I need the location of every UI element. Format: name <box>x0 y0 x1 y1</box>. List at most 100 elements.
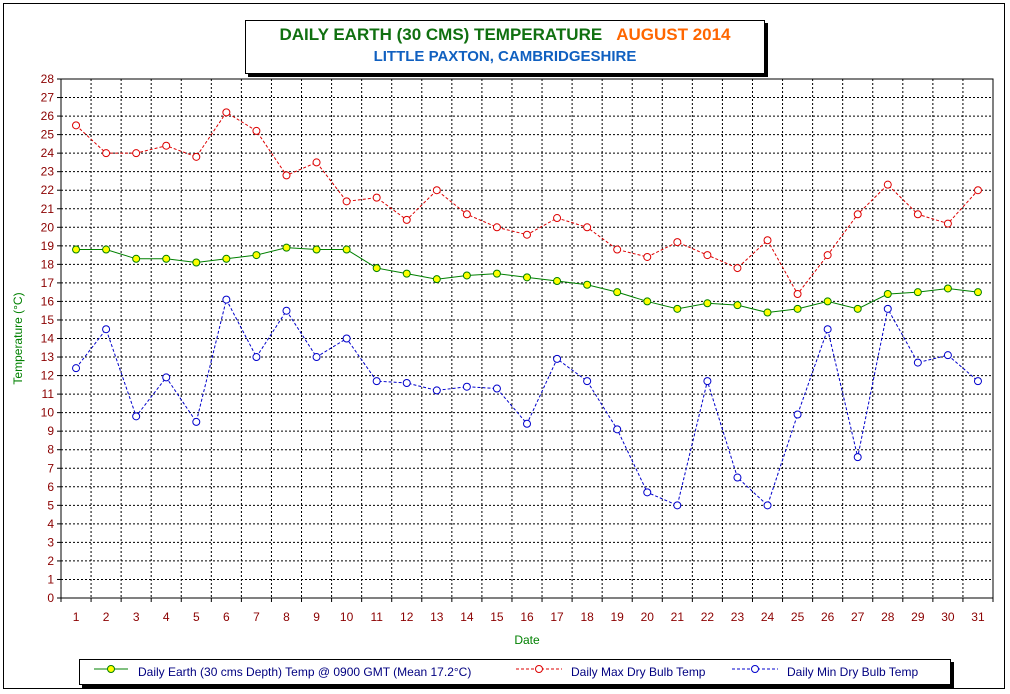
title-box: DAILY EARTH (30 CMS) TEMPERATURE AUGUST 2… <box>245 20 765 74</box>
y-tick-label: 15 <box>41 313 55 327</box>
point-max <box>252 126 261 135</box>
x-tick-label: 1 <box>73 610 80 624</box>
x-tick-label: 7 <box>253 610 260 624</box>
x-tick-label: 25 <box>791 610 805 624</box>
point-earth <box>72 245 81 254</box>
x-tick-label: 28 <box>881 610 895 624</box>
point-earth <box>372 264 381 273</box>
point-min <box>432 386 441 395</box>
point-max <box>523 230 531 239</box>
y-tick-label: 23 <box>41 165 55 179</box>
point-max <box>823 251 832 260</box>
legend-swatch-min <box>732 665 778 673</box>
point-max <box>282 171 291 180</box>
point-max <box>312 158 321 167</box>
point-min <box>823 325 832 334</box>
point-earth <box>492 269 501 278</box>
y-tick-label: 22 <box>41 183 55 197</box>
point-min <box>372 377 381 386</box>
point-min <box>462 382 471 391</box>
chart-period: AUGUST 2014 <box>616 25 731 44</box>
point-min <box>943 351 952 360</box>
point-earth <box>733 301 742 310</box>
point-max <box>102 149 111 158</box>
point-max <box>613 245 622 254</box>
point-min <box>553 354 562 363</box>
x-tick-label: 22 <box>701 610 715 624</box>
x-tick-label: 13 <box>430 610 444 624</box>
y-tick-label: 17 <box>41 276 55 290</box>
point-earth <box>853 304 862 313</box>
x-tick-label: 10 <box>340 610 354 624</box>
y-tick-label: 2 <box>47 554 54 568</box>
x-tick-label: 21 <box>671 610 685 624</box>
point-max <box>372 193 381 202</box>
y-tick-label: 5 <box>47 498 54 512</box>
point-earth <box>913 288 922 297</box>
x-tick-label: 19 <box>611 610 625 624</box>
point-min <box>492 384 501 393</box>
point-earth <box>943 284 952 293</box>
x-tick-label: 18 <box>580 610 594 624</box>
point-min <box>312 353 321 362</box>
x-tick-label: 8 <box>283 610 290 624</box>
legend-label-min: Daily Min Dry Bulb Temp <box>787 665 919 679</box>
x-tick-label: 15 <box>490 610 504 624</box>
y-tick-label: 11 <box>42 387 55 401</box>
point-earth <box>312 245 321 254</box>
point-earth <box>462 271 471 280</box>
point-min <box>102 325 111 334</box>
point-min <box>583 377 592 386</box>
point-min <box>643 488 652 497</box>
legend-swatch-max <box>516 665 562 673</box>
point-max <box>222 108 231 117</box>
point-min <box>853 453 862 462</box>
point-max <box>763 236 772 245</box>
point-earth <box>883 290 892 299</box>
point-earth <box>673 304 682 313</box>
point-max <box>402 215 411 224</box>
chart-title: DAILY EARTH (30 CMS) TEMPERATURE <box>279 25 603 44</box>
legend-label-max: Daily Max Dry Bulb Temp <box>571 665 706 679</box>
y-tick-label: 8 <box>47 443 54 457</box>
point-earth <box>222 254 231 263</box>
point-max <box>673 238 682 247</box>
y-tick-label: 3 <box>47 535 54 549</box>
point-max <box>342 197 351 206</box>
point-earth <box>523 273 531 282</box>
point-earth <box>643 297 652 306</box>
point-max <box>162 141 171 150</box>
x-tick-label: 30 <box>941 610 955 624</box>
point-min <box>192 417 201 426</box>
y-axis-title: Temperature (°C) <box>11 292 25 384</box>
point-max <box>492 223 501 232</box>
y-tick-label: 25 <box>41 128 55 142</box>
point-min <box>523 419 531 428</box>
point-max <box>192 152 201 161</box>
point-max <box>703 251 712 260</box>
x-tick-label: 16 <box>520 610 534 624</box>
point-min <box>763 501 772 510</box>
point-earth <box>823 297 832 306</box>
x-tick-label: 3 <box>133 610 140 624</box>
y-tick-label: 1 <box>47 572 54 586</box>
point-earth <box>402 269 411 278</box>
point-earth <box>553 277 562 286</box>
x-tick-label: 17 <box>550 610 564 624</box>
point-earth <box>162 254 171 263</box>
point-max <box>643 252 652 261</box>
point-min <box>613 425 622 434</box>
x-tick-label: 4 <box>163 610 170 624</box>
x-tick-label: 2 <box>103 610 110 624</box>
point-min <box>883 304 892 313</box>
y-tick-label: 9 <box>47 424 54 438</box>
y-tick-label: 13 <box>41 350 55 364</box>
point-earth <box>703 299 712 308</box>
point-min <box>282 306 291 315</box>
x-tick-label: 9 <box>313 610 320 624</box>
y-tick-label: 26 <box>41 109 55 123</box>
point-min <box>132 412 141 421</box>
legend: Daily Earth (30 cms Depth) Temp @ 0900 G… <box>79 659 951 685</box>
point-max <box>883 180 892 189</box>
x-tick-label: 12 <box>400 610 414 624</box>
